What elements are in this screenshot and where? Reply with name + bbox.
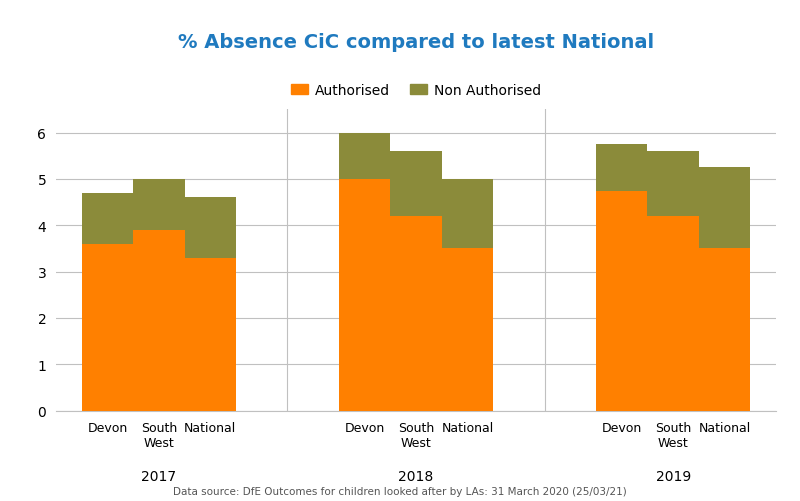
Bar xyxy=(133,230,185,411)
Bar xyxy=(339,133,390,179)
Text: 2017: 2017 xyxy=(142,469,177,483)
Bar xyxy=(185,198,236,258)
Bar xyxy=(647,216,699,411)
Title: % Absence CiC compared to latest National: % Absence CiC compared to latest Nationa… xyxy=(178,33,654,52)
Bar xyxy=(339,179,390,411)
Bar xyxy=(647,152,699,216)
Bar xyxy=(133,179,185,230)
Bar xyxy=(596,145,647,191)
Bar xyxy=(442,179,493,249)
Bar xyxy=(442,249,493,411)
Bar xyxy=(596,191,647,411)
Bar xyxy=(699,249,750,411)
Bar xyxy=(390,152,442,216)
Text: Data source: DfE Outcomes for children looked after by LAs: 31 March 2020 (25/03: Data source: DfE Outcomes for children l… xyxy=(173,486,627,496)
Bar xyxy=(185,258,236,411)
Text: 2018: 2018 xyxy=(398,469,434,483)
Text: 2019: 2019 xyxy=(655,469,690,483)
Bar xyxy=(390,216,442,411)
Bar xyxy=(82,193,133,244)
Bar xyxy=(699,168,750,249)
Legend: Authorised, Non Authorised: Authorised, Non Authorised xyxy=(286,78,546,103)
Bar xyxy=(82,244,133,411)
